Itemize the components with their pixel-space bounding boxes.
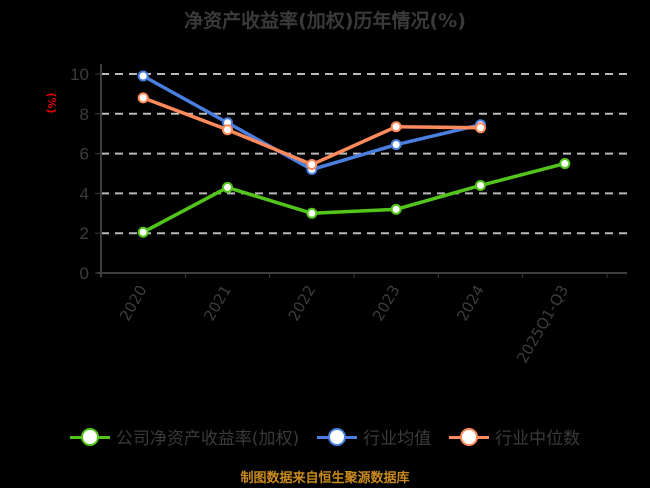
- data-source-note: 制图数据来自恒生聚源数据库: [240, 471, 410, 486]
- chart-title: 净资产收益率(加权)历年情况(%): [184, 10, 466, 32]
- y-tick-label: 0: [80, 264, 89, 283]
- data-point[interactable]: [222, 181, 233, 193]
- data-point[interactable]: [306, 159, 318, 171]
- legend-item-industry-median[interactable]: 行业中位数: [449, 424, 580, 449]
- y-tick-label: 8: [80, 105, 89, 124]
- y-tick-label: 6: [80, 145, 89, 164]
- legend-label: 行业中位数: [495, 429, 581, 449]
- series-line: [137, 92, 486, 171]
- x-tick-label: 2022: [285, 282, 320, 324]
- y-tick-label: 10: [70, 65, 89, 84]
- legend-item-company[interactable]: 公司净资产收益率(加权): [69, 424, 300, 449]
- data-point[interactable]: [390, 121, 402, 133]
- legend-marker-icon: [449, 427, 490, 447]
- data-point[interactable]: [475, 122, 486, 134]
- x-tick-label: 2020: [116, 282, 151, 324]
- legend-marker-icon: [69, 427, 110, 447]
- data-point[interactable]: [137, 70, 149, 82]
- data-point[interactable]: [475, 179, 486, 191]
- y-tick-label: 2: [80, 224, 89, 243]
- x-tick-label: 2021: [200, 282, 235, 324]
- x-tick-label: 2023: [369, 282, 404, 324]
- line-chart: 0 2 4 6 8 10 (%) 2020 2021 2022 2023 2024 2025Q1-Q3: [45, 64, 627, 366]
- data-point[interactable]: [222, 124, 233, 136]
- data-point[interactable]: [137, 92, 149, 104]
- x-tick-label: 2024: [453, 282, 488, 324]
- y-axis-unit: (%): [45, 92, 58, 113]
- legend: 公司净资产收益率(加权) 行业均值 行业中位数: [0, 424, 650, 449]
- data-point[interactable]: [390, 139, 402, 151]
- legend-label: 公司净资产收益率(加权): [115, 429, 300, 449]
- y-tick-label: 4: [80, 184, 89, 203]
- data-point[interactable]: [137, 226, 149, 238]
- data-point[interactable]: [390, 203, 402, 215]
- legend-label: 行业均值: [363, 429, 432, 449]
- legend-item-industry-avg[interactable]: 行业均值: [317, 424, 431, 449]
- series-line: [137, 70, 486, 176]
- data-point[interactable]: [306, 207, 318, 219]
- x-tick-label: 2025Q1-Q3: [513, 282, 572, 366]
- data-point[interactable]: [559, 158, 571, 170]
- legend-marker-icon: [317, 427, 358, 447]
- series-line: [137, 158, 571, 238]
